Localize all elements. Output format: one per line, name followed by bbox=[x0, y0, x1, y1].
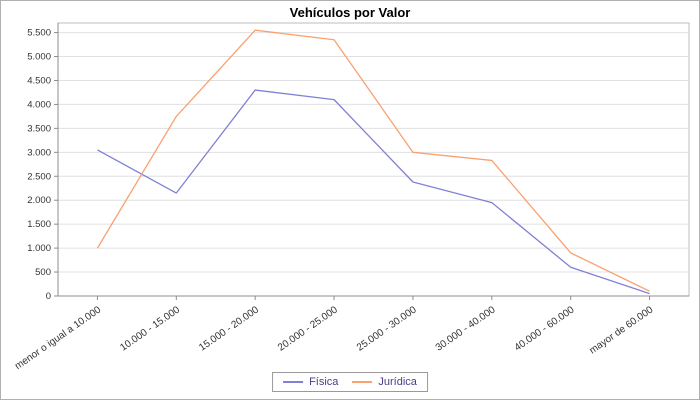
chart-title: Vehículos por Valor bbox=[289, 5, 411, 20]
legend-item-fisica: Física bbox=[283, 376, 338, 388]
legend-label-fisica: Física bbox=[309, 376, 339, 388]
y-tick-label: 4.500 bbox=[27, 75, 51, 86]
y-tick-label: 1.000 bbox=[27, 243, 51, 254]
y-tick-label: 3.000 bbox=[27, 147, 51, 158]
y-tick-label: 3.500 bbox=[27, 123, 51, 134]
chart-legend: Física Jurídica bbox=[272, 372, 428, 392]
series-line-jurídica bbox=[96, 29, 650, 292]
y-tick-label: 4.000 bbox=[27, 99, 51, 110]
y-tick-label: 500 bbox=[35, 267, 51, 278]
plot-area bbox=[57, 22, 690, 297]
x-tick-label: 25.000 - 30.000 bbox=[355, 304, 419, 353]
juridica-line-swatch bbox=[352, 381, 373, 383]
x-tick-label: 15.000 - 20.000 bbox=[197, 304, 261, 353]
x-tick-label: 30.000 - 40.000 bbox=[434, 304, 498, 353]
y-tick-label: 5.500 bbox=[27, 28, 51, 39]
y-tick-label: 1.500 bbox=[27, 219, 51, 230]
x-tick-label: menor o igual a 10.000 bbox=[13, 304, 103, 372]
y-tick-label: 2.000 bbox=[27, 195, 51, 206]
fisica-line-swatch bbox=[283, 381, 304, 383]
x-tick-label: 20.000 - 25.000 bbox=[276, 304, 340, 353]
y-tick-label: 2.500 bbox=[27, 171, 51, 182]
legend-item-juridica: Jurídica bbox=[352, 376, 417, 388]
series-line-física bbox=[97, 89, 650, 295]
x-tick-label: 10.000 - 15.000 bbox=[118, 304, 182, 353]
legend-label-juridica: Jurídica bbox=[378, 376, 417, 388]
x-tick-label: 40.000 - 60.000 bbox=[513, 304, 577, 353]
x-tick-label: mayor de 60.000 bbox=[587, 304, 655, 356]
y-tick-label: 5.000 bbox=[27, 52, 51, 63]
y-tick-label: 0 bbox=[46, 291, 51, 302]
